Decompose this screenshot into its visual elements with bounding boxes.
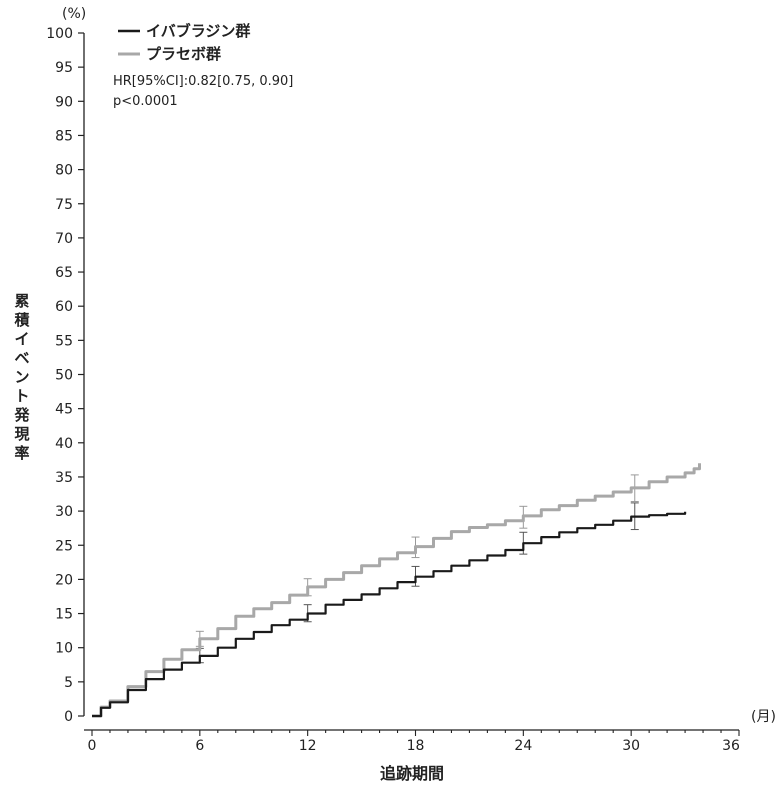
x-tick-label: 6 [195,738,204,754]
legend-label-ivabradine: イバブラジン群 [146,22,250,40]
x-tick-label: 36 [722,738,740,754]
x-axis: 0 6 12 18 24 30 36 [84,729,740,754]
y-tick-label: 40 [55,436,73,452]
x-unit-label: (月) [751,709,776,725]
y-tick-label: 55 [55,333,73,349]
error-bars [195,474,639,664]
y-tick-label: 35 [55,470,73,486]
x-tick-label: 24 [514,738,532,754]
y-tick-label: 10 [55,641,73,657]
legend-label-placebo: プラセボ群 [146,45,221,63]
y-axis-title-char: ベ [14,349,29,367]
y-tick-label: 0 [64,709,73,725]
y-axis-title-char: 積 [13,311,30,329]
y-tick-label: 20 [55,572,73,588]
series-line-placebo [92,463,701,718]
y-tick-label: 50 [55,368,73,384]
series-line-ivabradine [92,511,687,718]
x-tick-label: 12 [299,738,317,754]
y-unit-label: (%) [62,6,86,22]
y-axis-title-char: ト [14,387,29,405]
y-axis-title-char: 発 [13,406,30,424]
x-tick-label: 0 [88,738,97,754]
y-tick-label: 95 [55,60,73,76]
y-axis-title-char: 累 [14,292,29,310]
y-tick-label: 60 [55,299,73,315]
y-tick-label: 85 [55,128,73,144]
y-tick-label: 15 [55,607,73,623]
x-tick-label: 30 [622,738,640,754]
y-tick-label: 100 [46,26,73,42]
y-tick-label: 90 [55,94,73,110]
y-tick-label: 25 [55,538,73,554]
y-tick-label: 30 [55,504,73,520]
y-tick-label: 70 [55,231,73,247]
y-tick-label: 75 [55,197,73,213]
y-axis-title-char: イ [14,330,29,348]
y-tick-label: 65 [55,265,73,281]
y-axis-title-char: 率 [14,444,29,462]
hazard-ratio-annotation: HR[95%CI]:0.82[0.75, 0.90] [113,74,293,89]
y-tick-label: 5 [64,675,73,691]
x-tick-label: 18 [407,738,425,754]
y-axis-title-char: ン [14,368,29,386]
y-tick-label: 80 [55,163,73,179]
y-tick-label: 45 [55,402,73,418]
x-axis-title: 追跡期間 [380,764,444,783]
y-axis: 0 5 10 15 20 25 30 35 40 45 50 55 60 65 70 75 80 85 90 95 10… [46,26,85,725]
y-axis-title-char: 現 [14,425,29,443]
series-lines [92,463,701,718]
legend: イバブラジン群 プラセボ群 [118,22,250,63]
p-value-annotation: p<0.0001 [113,94,178,109]
